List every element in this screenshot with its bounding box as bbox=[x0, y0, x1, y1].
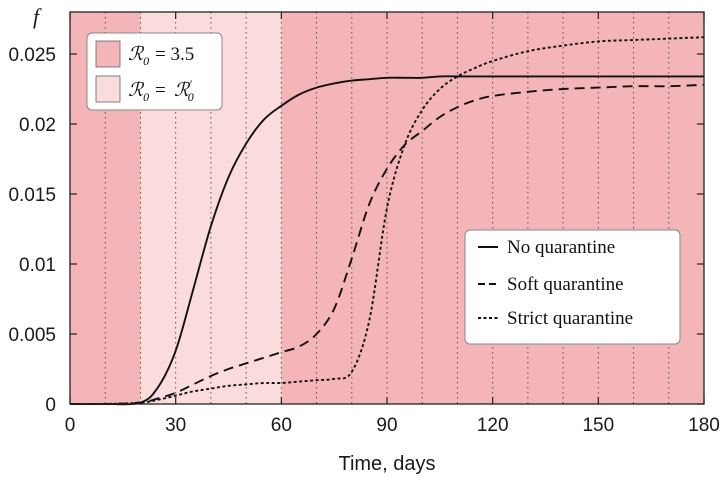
x-tick-label: 120 bbox=[477, 415, 509, 436]
series-line-soft-quarantine bbox=[69, 83, 705, 406]
series-legend: No quarantine Soft quarantine Strict qua… bbox=[464, 229, 681, 345]
x-tick-label: 30 bbox=[165, 415, 186, 436]
plot-frame bbox=[69, 11, 705, 405]
y-tick-label: 0 bbox=[45, 395, 56, 416]
regime-swatch-quarantine bbox=[95, 75, 121, 103]
x-tick-label: 60 bbox=[271, 415, 292, 436]
x-tick-label: 90 bbox=[376, 415, 397, 436]
y-tick-label: 0.02 bbox=[19, 115, 56, 136]
series-lines bbox=[69, 36, 705, 406]
legend-label-strict-quarantine: Strict quarantine bbox=[507, 308, 633, 329]
series-line-no-quarantine bbox=[69, 75, 704, 406]
legend-label-soft-quarantine: Soft quarantine bbox=[507, 274, 624, 295]
y-tick-label: 0.025 bbox=[8, 45, 56, 66]
regime-label-quarantine: = bbox=[155, 80, 166, 101]
y-tick-label: 0.005 bbox=[8, 325, 56, 346]
x-tick-label: 180 bbox=[688, 415, 720, 436]
y-tick-label: 0.01 bbox=[19, 255, 56, 276]
y-axis-label: f bbox=[33, 4, 42, 29]
regime-legend: ℛ0 = 3.5 ℛ0 = ℛ′ 0 bbox=[86, 32, 223, 111]
regime-symbol-quarantine-prime: ℛ′ 0 bbox=[174, 77, 194, 104]
regime-label-base: = 3.5 bbox=[155, 44, 194, 65]
x-tick-label: 0 bbox=[65, 415, 76, 436]
regime-swatch-base bbox=[95, 40, 121, 68]
tick-labels: 0 30 60 90 120 150 180 0 0.005 0.01 0.015 0.02 0.025 bbox=[8, 45, 719, 436]
y-tick-label: 0.015 bbox=[8, 185, 56, 206]
x-axis-label: Time, days bbox=[338, 453, 435, 475]
x-tick-label: 150 bbox=[582, 415, 614, 436]
legend-label-no-quarantine: No quarantine bbox=[507, 237, 615, 258]
